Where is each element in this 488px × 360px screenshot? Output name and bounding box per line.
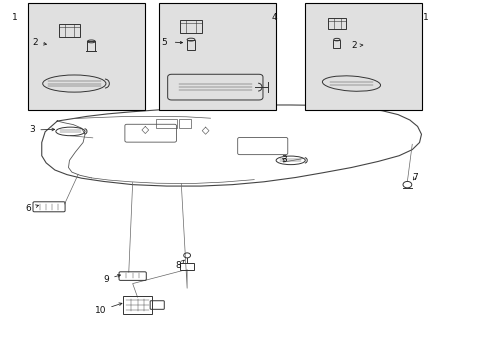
Text: 4: 4 xyxy=(271,13,276,22)
Text: 3: 3 xyxy=(281,155,286,164)
Text: 2: 2 xyxy=(351,41,362,50)
Text: 3: 3 xyxy=(30,126,55,135)
Bar xyxy=(28,3,144,111)
Text: 1: 1 xyxy=(12,13,18,22)
Text: 5: 5 xyxy=(161,37,166,46)
Text: 1: 1 xyxy=(423,13,428,22)
Text: 7: 7 xyxy=(411,173,417,182)
Bar xyxy=(159,3,276,111)
Text: 8: 8 xyxy=(175,260,184,270)
Text: 2: 2 xyxy=(32,37,46,46)
Text: 6: 6 xyxy=(26,204,39,213)
Bar xyxy=(87,41,95,51)
Text: 10: 10 xyxy=(95,303,122,315)
Text: 9: 9 xyxy=(103,274,120,284)
Bar xyxy=(305,3,421,111)
Bar xyxy=(187,40,195,50)
Bar xyxy=(333,40,339,48)
